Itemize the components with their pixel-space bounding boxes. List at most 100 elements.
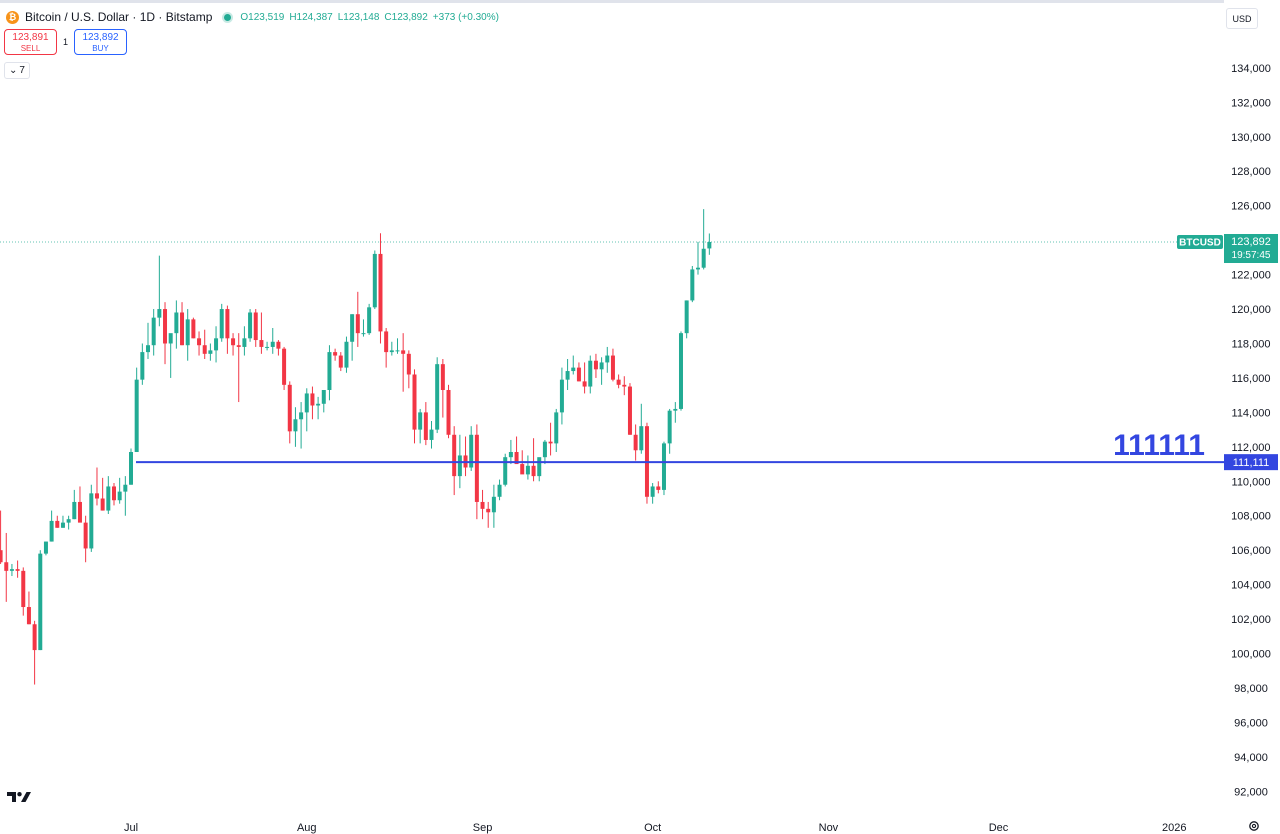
candle-body <box>321 389 326 404</box>
candle <box>231 333 236 356</box>
symbol-title[interactable]: Bitcoin / U.S. Dollar · 1D · Bitstamp <box>25 10 213 24</box>
candle <box>378 233 383 344</box>
candle-body <box>480 501 485 509</box>
candle <box>72 489 77 520</box>
candle <box>610 348 615 382</box>
candle <box>83 515 88 563</box>
symbol-price-tag <box>1177 235 1223 250</box>
candle <box>616 374 621 389</box>
candle-body <box>185 319 190 346</box>
candle <box>4 532 9 602</box>
candle <box>367 303 372 335</box>
candle <box>26 591 31 625</box>
price-tick-label: 130,000 <box>1231 132 1271 144</box>
candle <box>123 476 128 516</box>
candle-body <box>60 522 65 528</box>
candle <box>163 302 168 365</box>
candle <box>565 358 570 390</box>
candle <box>673 402 678 423</box>
candle <box>242 326 247 356</box>
candle <box>440 358 445 418</box>
candle <box>531 438 536 482</box>
candle-body <box>389 350 394 353</box>
candle <box>389 341 394 356</box>
candle-body <box>406 353 411 375</box>
candle-body <box>338 355 343 368</box>
candle <box>423 402 428 446</box>
candle-body <box>673 408 678 411</box>
candle <box>361 319 366 337</box>
candle <box>191 317 196 339</box>
candle <box>43 541 48 556</box>
candle-body <box>650 486 655 497</box>
candle <box>327 345 332 401</box>
symbol-legend: ₿ Bitcoin / U.S. Dollar · 1D · Bitstamp … <box>6 9 499 25</box>
price-tick-label: 120,000 <box>1231 304 1271 316</box>
candle-body <box>423 412 428 440</box>
candle-body <box>276 341 281 349</box>
ohlc-close: C123,892 <box>384 11 428 23</box>
candle <box>344 336 349 373</box>
sell-button[interactable]: 123,891 SELL <box>4 29 57 55</box>
candle-body <box>21 570 26 608</box>
candle-body <box>316 403 321 406</box>
overlay-layer: BTCUSD 111111 <box>0 235 1224 464</box>
candle <box>38 550 43 651</box>
candle <box>174 300 179 349</box>
price-tick-label: 108,000 <box>1231 511 1271 523</box>
price-axis: 92,000 94,000 96,000 98,000 100,000 102,000 10… <box>1224 0 1280 834</box>
candle <box>525 455 530 480</box>
candles-layer <box>0 209 712 685</box>
candle-body <box>49 520 54 542</box>
chevron-down-icon: ⌄ <box>9 65 18 76</box>
ohlc-open: O123,519 <box>240 11 285 23</box>
buy-button[interactable]: 123,892 BUY <box>74 29 128 55</box>
indicators-toggle-button[interactable]: ⌄ 7 <box>4 62 30 79</box>
candle <box>32 620 37 685</box>
candle-body <box>582 381 587 387</box>
candle <box>270 327 275 354</box>
candle-body <box>667 410 672 444</box>
candle <box>418 408 423 444</box>
candle <box>338 352 343 372</box>
candle-body <box>565 371 570 380</box>
candle <box>644 422 649 504</box>
candle-body <box>94 493 99 499</box>
time-tick-label: 2026 <box>1162 822 1186 834</box>
candle-body <box>72 501 77 520</box>
candle-body <box>537 457 542 477</box>
ohlc-change: +373 (+0.30%) <box>432 11 499 23</box>
candle <box>627 383 632 435</box>
candle <box>350 314 355 361</box>
candle <box>463 436 468 477</box>
tradingview-logo-icon[interactable] <box>7 791 31 803</box>
candle <box>554 408 559 453</box>
candle-body <box>469 434 474 468</box>
candle-body <box>174 312 179 334</box>
candle <box>304 388 309 432</box>
candle <box>15 560 20 578</box>
candle-body <box>83 522 88 549</box>
candle <box>707 233 712 255</box>
candle-body <box>265 346 270 348</box>
candle <box>633 424 638 461</box>
price-tick-label: 106,000 <box>1231 545 1271 557</box>
currency-select[interactable]: USD <box>1226 8 1258 29</box>
candle <box>117 477 122 504</box>
candle-body <box>678 333 683 409</box>
candle <box>480 489 485 520</box>
candle-body <box>270 341 275 347</box>
buy-price: 123,892 <box>82 32 119 43</box>
candle-body <box>253 312 258 341</box>
candle-body <box>140 352 145 380</box>
candle-body <box>707 242 712 249</box>
candle-body <box>304 393 309 413</box>
candle <box>497 479 502 501</box>
candle <box>100 477 105 511</box>
gear-icon[interactable] <box>1248 820 1260 832</box>
candle <box>248 309 253 342</box>
candle <box>0 510 3 564</box>
price-tick-label: 92,000 <box>1234 786 1268 798</box>
price-tick-label: 128,000 <box>1231 166 1271 178</box>
